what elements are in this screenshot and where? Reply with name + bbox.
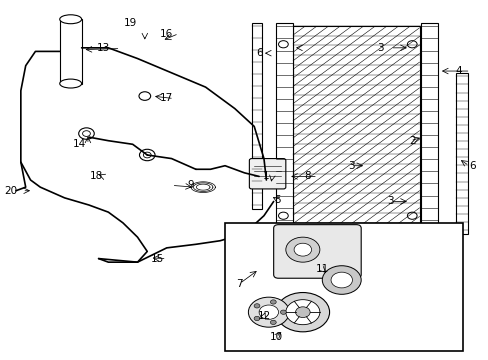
Text: 6: 6	[255, 48, 262, 58]
Text: 19: 19	[123, 18, 137, 28]
Circle shape	[276, 293, 329, 332]
Text: 20: 20	[4, 186, 18, 196]
Text: 9: 9	[187, 180, 194, 190]
Circle shape	[254, 316, 260, 321]
Circle shape	[285, 237, 319, 262]
Circle shape	[285, 300, 319, 325]
Circle shape	[270, 300, 276, 304]
Bar	[276, 23, 292, 237]
Text: 6: 6	[469, 161, 475, 171]
Text: 3: 3	[386, 197, 393, 206]
Text: 1: 1	[263, 171, 269, 181]
Bar	[455, 73, 467, 234]
Text: 7: 7	[236, 279, 243, 289]
Circle shape	[293, 243, 311, 256]
Text: 14: 14	[72, 139, 85, 149]
Circle shape	[248, 297, 288, 327]
Text: 8: 8	[304, 171, 310, 181]
Circle shape	[407, 41, 416, 48]
FancyBboxPatch shape	[249, 158, 285, 189]
Ellipse shape	[60, 15, 81, 24]
Ellipse shape	[60, 79, 81, 88]
Circle shape	[270, 320, 276, 324]
Text: 5: 5	[274, 195, 280, 204]
Text: 10: 10	[269, 332, 282, 342]
Text: 18: 18	[89, 171, 102, 181]
Bar	[251, 23, 262, 208]
Circle shape	[278, 41, 287, 48]
Text: 3: 3	[377, 43, 383, 53]
Text: 4: 4	[454, 66, 461, 76]
Circle shape	[330, 272, 352, 288]
Bar	[60, 19, 81, 84]
Text: 13: 13	[97, 43, 110, 53]
Text: 15: 15	[150, 253, 163, 264]
Circle shape	[295, 307, 309, 318]
Bar	[224, 223, 462, 351]
Bar	[420, 23, 437, 237]
Circle shape	[278, 212, 287, 219]
Text: 2: 2	[408, 136, 415, 146]
Circle shape	[259, 305, 278, 319]
Circle shape	[280, 310, 286, 314]
Circle shape	[407, 212, 416, 219]
Text: 3: 3	[347, 161, 354, 171]
Text: 17: 17	[160, 93, 173, 103]
FancyBboxPatch shape	[273, 225, 361, 278]
Circle shape	[322, 266, 361, 294]
Circle shape	[254, 304, 260, 308]
Text: 12: 12	[257, 311, 270, 321]
Text: 16: 16	[160, 28, 173, 39]
Text: 11: 11	[315, 264, 328, 274]
